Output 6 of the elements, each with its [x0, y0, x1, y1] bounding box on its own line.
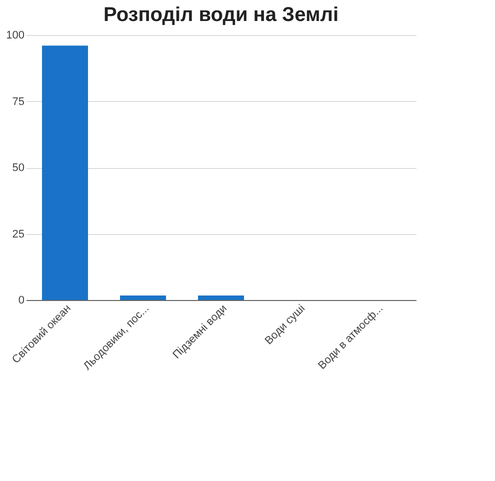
y-tick-label: 50: [12, 162, 24, 174]
y-tick-label: 100: [6, 30, 24, 42]
y-tick-label: 75: [12, 96, 24, 108]
y-tick-label: 25: [12, 228, 24, 240]
chart-title: Розподіл води на Землі: [103, 4, 339, 26]
y-tick-label: 0: [18, 294, 24, 306]
